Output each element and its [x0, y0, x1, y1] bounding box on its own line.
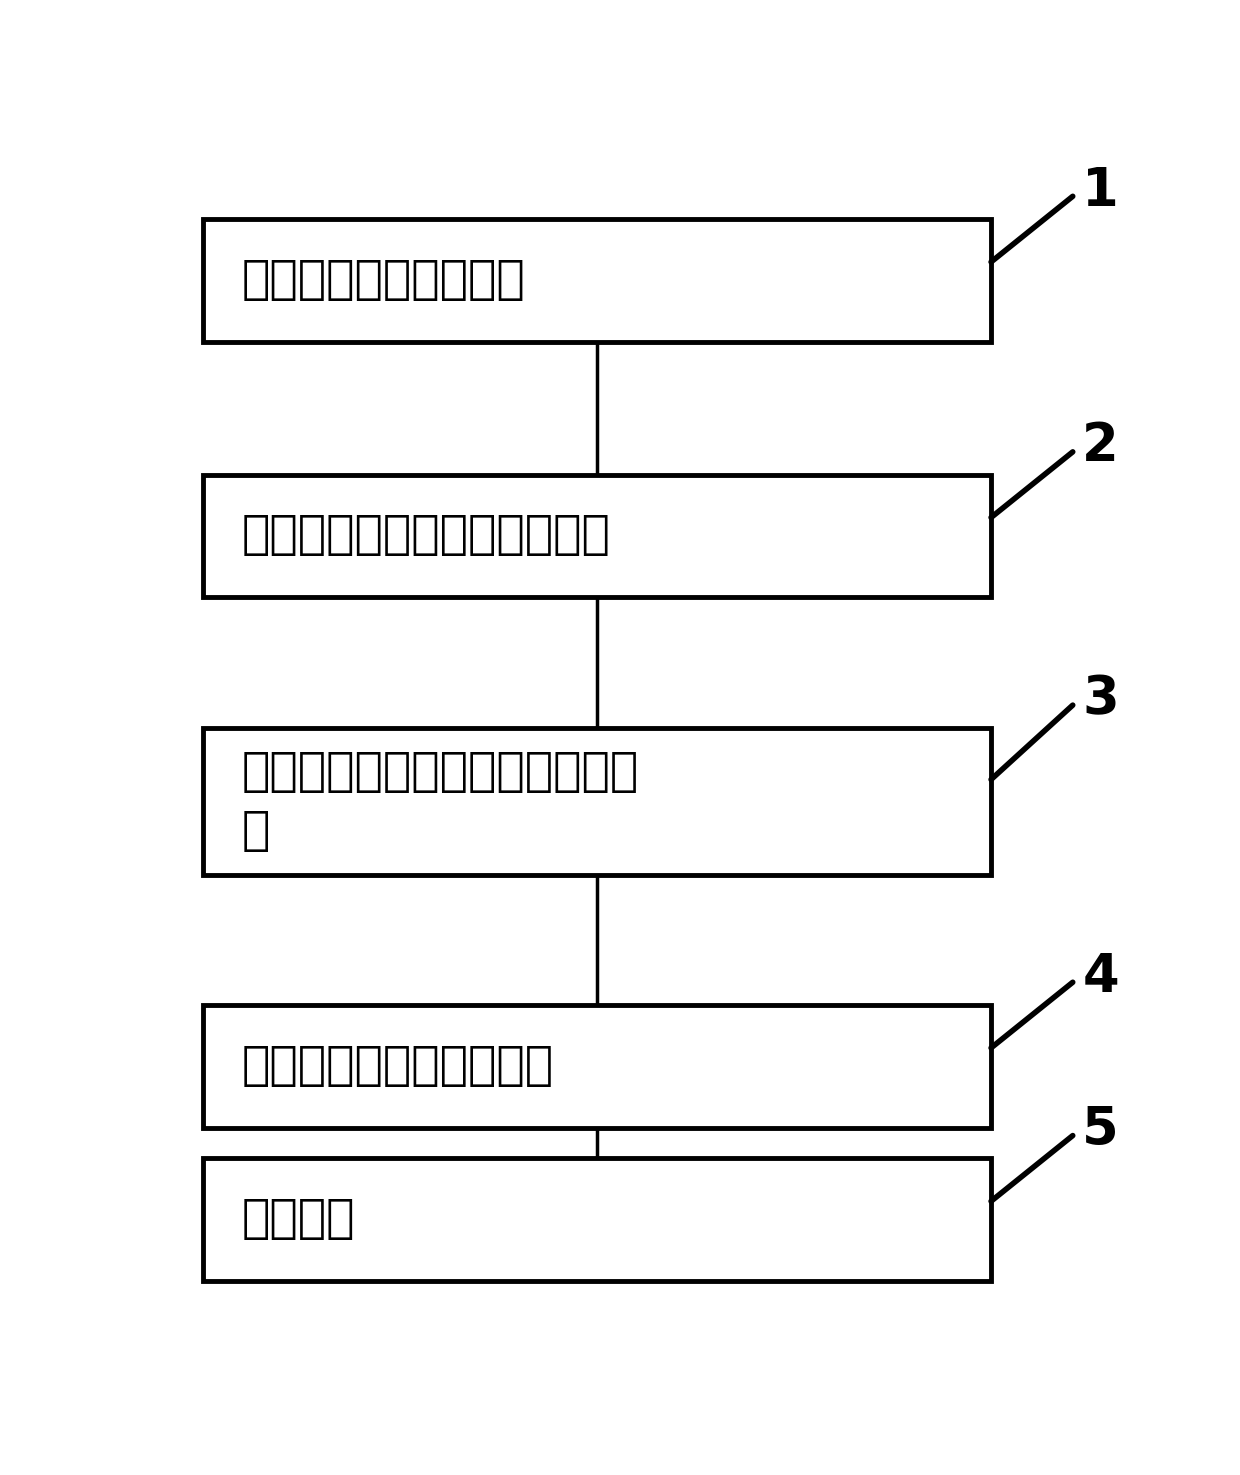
Text: 电池状态参数记忆模块: 电池状态参数记忆模块 [242, 258, 526, 302]
Text: 2: 2 [1083, 420, 1120, 472]
Text: 5: 5 [1083, 1103, 1118, 1156]
Bar [203, 727, 991, 876]
Text: 3: 3 [1083, 674, 1120, 726]
Text: 4: 4 [1083, 950, 1118, 1003]
Text: 基准功率输出值确定模块: 基准功率输出值确定模块 [242, 1044, 553, 1089]
Bar [203, 1158, 991, 1280]
Bar [203, 218, 991, 342]
Text: 电池状态参数变化量计算模块: 电池状态参数变化量计算模块 [242, 513, 610, 559]
Bar [203, 475, 991, 597]
Text: 电池状态参数变化量差值计算模
块: 电池状态参数变化量差值计算模 块 [242, 749, 639, 854]
Text: 1: 1 [1083, 165, 1120, 217]
Bar [203, 1004, 991, 1127]
Text: 修正模块: 修正模块 [242, 1198, 355, 1242]
